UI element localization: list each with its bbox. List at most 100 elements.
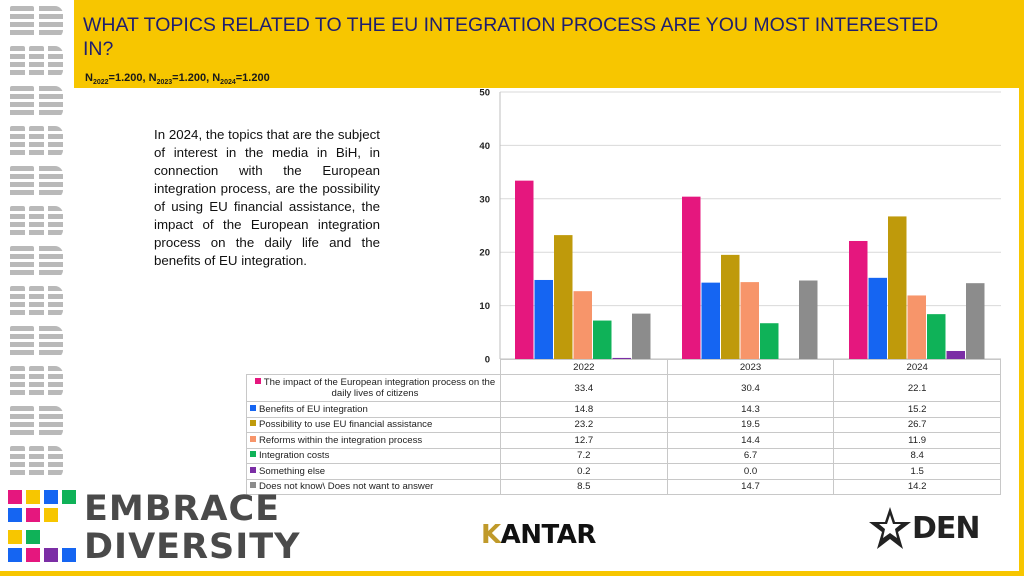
table-cell-value: 26.7 bbox=[833, 416, 1001, 433]
table-header-row: 2022 2023 2024 bbox=[246, 359, 1001, 375]
table-cell-value: 11.9 bbox=[833, 432, 1001, 449]
rail-block bbox=[39, 326, 63, 358]
bar-2023-5 bbox=[760, 323, 779, 359]
page-title: WHAT TOPICS RELATED TO THE EU INTEGRATIO… bbox=[83, 14, 939, 60]
bar-2024-1 bbox=[849, 240, 868, 359]
bar-2022-5 bbox=[593, 320, 612, 359]
legend-label: Benefits of EU integration bbox=[259, 403, 368, 415]
sample-value-2: =1.200, bbox=[172, 72, 213, 84]
table-cell-value: 15.2 bbox=[833, 401, 1001, 418]
logo-tile bbox=[62, 490, 76, 504]
rail-block bbox=[29, 206, 44, 238]
y-tick-label: 50 bbox=[479, 88, 490, 99]
table-cell-value: 14.4 bbox=[666, 432, 835, 449]
rail-block bbox=[48, 126, 63, 158]
insight-text: In 2024, the topics that are the subject… bbox=[154, 127, 380, 268]
table-cell-value: 7.2 bbox=[500, 447, 668, 464]
logo-tile bbox=[44, 490, 58, 504]
embrace-word: EMBRACE bbox=[84, 489, 281, 529]
rail-block bbox=[10, 446, 25, 478]
legend-label: Possibility to use EU financial assistan… bbox=[259, 419, 433, 431]
table-row: Benefits of EU integration 14.8 14.3 15.2 bbox=[246, 401, 1001, 418]
table-series-name: Benefits of EU integration bbox=[246, 401, 501, 418]
legend-swatch bbox=[250, 420, 256, 427]
table-body: The impact of the European integration p… bbox=[246, 374, 1001, 495]
rail-block bbox=[29, 126, 44, 158]
legend-label: The impact of the European integration p… bbox=[263, 377, 496, 399]
sample-year-2: 2023 bbox=[156, 79, 173, 87]
bar-2024-4 bbox=[907, 295, 926, 359]
sample-value-1: =1.200, bbox=[108, 72, 149, 84]
rail-block bbox=[39, 6, 63, 38]
legend-label: Something else bbox=[259, 465, 326, 477]
y-tick-label: 30 bbox=[479, 194, 490, 205]
den-logo: DEN bbox=[868, 505, 993, 557]
bar-2024-2 bbox=[868, 277, 887, 359]
logo-tile bbox=[62, 548, 76, 562]
embrace-diversity-wordmark: EMBRACE DIVERSITY bbox=[84, 490, 300, 566]
legend-label: Reforms within the integration process bbox=[259, 434, 423, 446]
embrace-diversity-logo: EMBRACE DIVERSITY bbox=[8, 490, 299, 570]
rail-block bbox=[10, 326, 34, 358]
rail-block bbox=[48, 46, 63, 78]
header-banner: WHAT TOPICS RELATED TO THE EU INTEGRATIO… bbox=[74, 5, 1019, 88]
table-cell-value: 0.2 bbox=[500, 463, 668, 480]
table-cell-value: 33.4 bbox=[500, 374, 668, 402]
legend-swatch bbox=[250, 466, 256, 473]
rail-block bbox=[10, 286, 25, 318]
legend-swatch bbox=[250, 451, 256, 458]
kantar-logo: KANTAR bbox=[481, 520, 596, 550]
table-cell-value: 30.4 bbox=[666, 374, 835, 402]
table-cell-value: 8.4 bbox=[833, 447, 1001, 464]
rail-block bbox=[10, 206, 25, 238]
sample-n-1: N bbox=[85, 72, 93, 84]
logo-tile bbox=[26, 548, 40, 562]
rail-block bbox=[29, 446, 44, 478]
table-cell-value: 22.1 bbox=[833, 374, 1001, 402]
sample-size-note: N2022=1.200, N2023=1.200, N2024=1.200 bbox=[85, 72, 270, 86]
bar-2022-6 bbox=[612, 357, 631, 359]
table-year-header: 2024 bbox=[833, 359, 1001, 375]
table-cell-value: 14.3 bbox=[666, 401, 835, 418]
table-series-name: Something else bbox=[246, 463, 501, 480]
rail-block bbox=[39, 246, 63, 278]
y-tick-label: 10 bbox=[479, 301, 490, 312]
table-row: Possibility to use EU financial assistan… bbox=[246, 416, 1001, 433]
logo-tile bbox=[8, 530, 22, 544]
rail-block bbox=[10, 406, 34, 438]
table-cell-value: 12.7 bbox=[500, 432, 668, 449]
logo-tile bbox=[44, 508, 58, 522]
legend-swatch bbox=[254, 378, 261, 384]
table-row: The impact of the European integration p… bbox=[246, 374, 1001, 402]
rail-block bbox=[48, 286, 63, 318]
rail-block bbox=[48, 366, 63, 398]
rail-block bbox=[10, 366, 25, 398]
table-cell-value: 19.5 bbox=[666, 416, 835, 433]
bar-2022-3 bbox=[554, 235, 573, 359]
table-series-name: Possibility to use EU financial assistan… bbox=[246, 416, 501, 433]
bar-2023-2 bbox=[701, 282, 720, 359]
rail-block bbox=[48, 206, 63, 238]
bar-2024-5 bbox=[927, 314, 946, 359]
logo-tile bbox=[26, 508, 40, 522]
table-cell-value: 23.2 bbox=[500, 416, 668, 433]
den-star-icon bbox=[869, 507, 911, 549]
rail-block bbox=[10, 166, 34, 198]
table-cell-value: 8.5 bbox=[500, 478, 668, 495]
rail-block bbox=[39, 166, 63, 198]
table-series-name: The impact of the European integration p… bbox=[246, 374, 501, 402]
rail-block bbox=[10, 126, 25, 158]
logo-tile bbox=[8, 508, 22, 522]
legend-label: Integration costs bbox=[259, 450, 330, 462]
bar-2023-3 bbox=[721, 254, 740, 359]
bar-2024-3 bbox=[888, 216, 907, 359]
table-series-name: Does not know\ Does not want to answer bbox=[246, 478, 501, 495]
logo-tile bbox=[26, 530, 40, 544]
table-cell-value: 6.7 bbox=[666, 447, 835, 464]
table-cell-value: 1.5 bbox=[833, 463, 1001, 480]
table-row: Something else 0.2 0.0 1.5 bbox=[246, 463, 1001, 480]
rail-block bbox=[10, 6, 34, 38]
bar-2022-1 bbox=[515, 180, 534, 359]
